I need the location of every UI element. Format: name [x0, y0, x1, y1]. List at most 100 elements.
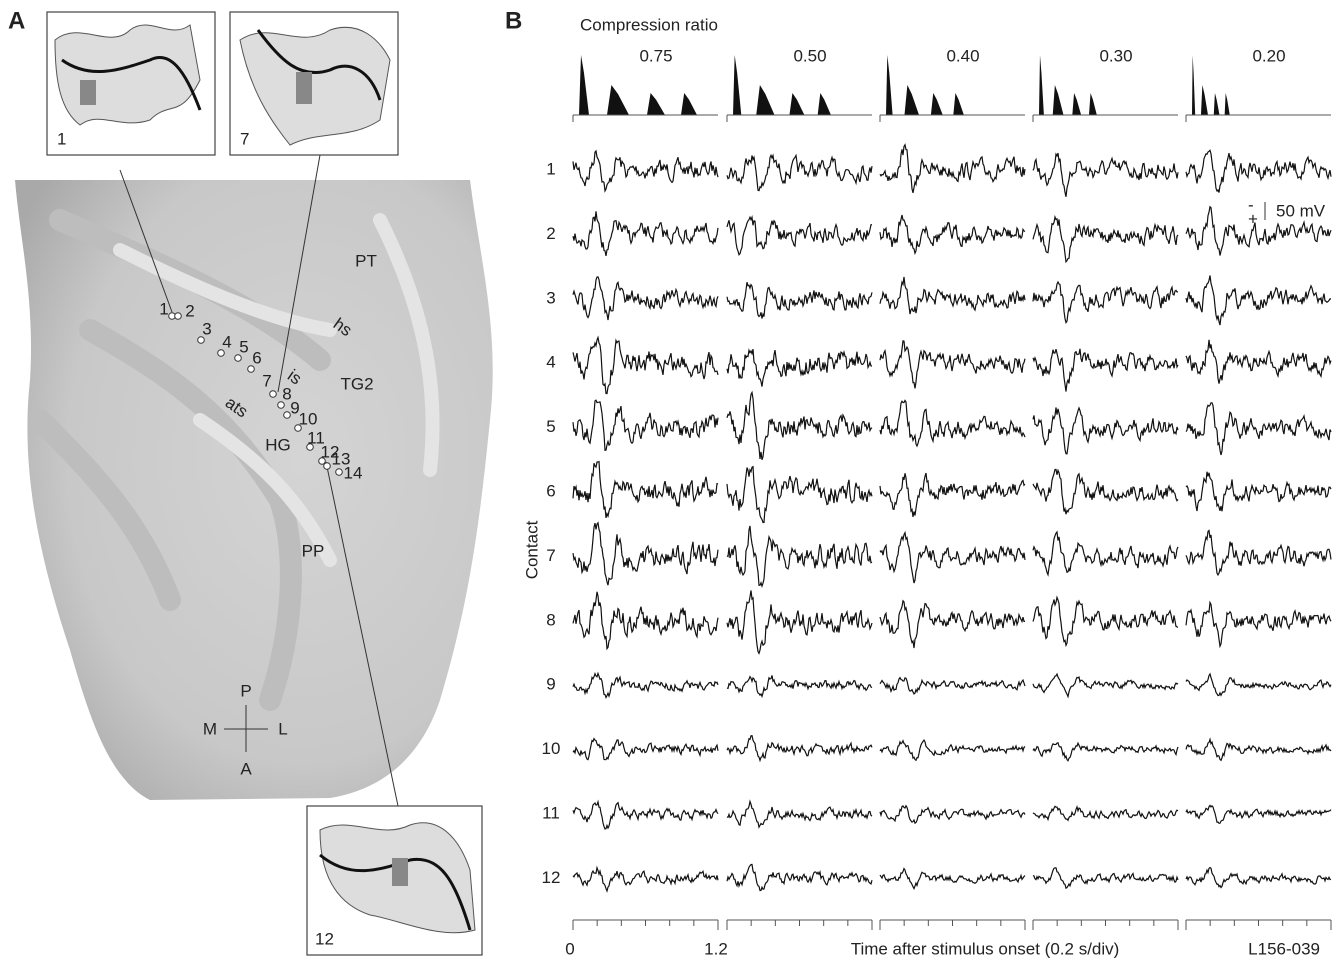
contact-label: 11 [307, 428, 325, 447]
waveform [879, 867, 1026, 891]
waveform [572, 521, 719, 586]
waveform [726, 675, 873, 699]
contact-label: 2 [185, 301, 194, 320]
orientation-label: A [240, 759, 252, 778]
waveform [1032, 214, 1179, 264]
region-label: PT [355, 251, 377, 270]
waveform [1185, 149, 1332, 193]
waveform [572, 399, 719, 452]
waveform [1032, 595, 1179, 648]
waveform [1185, 866, 1332, 889]
waveform [572, 460, 719, 519]
contact-marker [294, 424, 302, 432]
contact-label: 6 [252, 348, 261, 367]
brain-surface [15, 180, 493, 800]
waveform [1032, 468, 1179, 515]
waveform [572, 149, 719, 193]
contact-marker [323, 462, 331, 470]
gyrus [113, 213, 440, 567]
contact-marker [318, 457, 326, 465]
panel-label: A [8, 7, 25, 34]
contact-label: 8 [546, 610, 555, 629]
contact-marker [269, 390, 277, 398]
waveform [1032, 530, 1179, 577]
contact-label: 10 [299, 409, 318, 428]
orientation-label: L [278, 719, 287, 738]
compression-title: Compression ratio [580, 15, 718, 34]
contact-label: 9 [290, 398, 299, 417]
contact-label: 7 [546, 546, 555, 565]
waveform [572, 335, 719, 395]
waveform [572, 211, 719, 257]
x-axis-title: Time after stimulus onset (0.2 s/div) [851, 939, 1120, 958]
waveform [726, 282, 873, 319]
waveform [1032, 280, 1178, 325]
ratio-label: 0.75 [639, 46, 672, 65]
inset-label: 1 [57, 129, 66, 148]
waveform [1185, 205, 1332, 256]
waveform [1185, 804, 1332, 824]
ratio-label: 0.30 [1099, 46, 1132, 65]
x-start-label: 0 [565, 939, 574, 958]
scale-sign: - [1248, 195, 1254, 214]
contact-label: 4 [222, 332, 231, 351]
contact-marker [277, 401, 285, 409]
waveform [1032, 672, 1179, 699]
contact-label: 7 [262, 371, 271, 390]
x-end-label: 1.2 [704, 939, 728, 958]
contact-label: 9 [546, 675, 555, 694]
contact-label: 11 [542, 803, 560, 822]
waveform [879, 399, 1026, 448]
scale-label: 50 mV [1276, 201, 1326, 220]
waveform [1185, 471, 1332, 512]
contact-label: 1 [159, 299, 168, 318]
waveform [726, 863, 873, 892]
inset: 7 [229, 11, 399, 156]
ratio-label: 0.20 [1252, 46, 1285, 65]
leader-line [277, 154, 321, 393]
contact-marker [174, 312, 182, 320]
waveform [1185, 600, 1332, 649]
waveform [726, 465, 873, 524]
waveform [879, 276, 1026, 315]
waveform [879, 340, 1026, 389]
waveform [879, 738, 1026, 762]
contact-marker [234, 354, 242, 362]
waveform [726, 525, 873, 589]
waveform [726, 214, 872, 256]
stimulus-envelope [573, 55, 697, 115]
ratio-label: 0.50 [793, 46, 826, 65]
waveform [1185, 402, 1332, 456]
contact-label: 14 [344, 463, 363, 482]
y-axis-title: Contact [522, 520, 541, 579]
waveform [572, 276, 719, 321]
contact-label: 2 [546, 224, 555, 243]
waveform [726, 590, 873, 655]
inset: 12 [306, 805, 483, 956]
leader-line [119, 169, 173, 313]
waveform [726, 735, 873, 763]
waveform [1032, 867, 1179, 890]
contact-label: 12 [542, 868, 561, 887]
contact-label: 3 [202, 319, 211, 338]
waveform [1185, 737, 1332, 762]
waveform [879, 676, 1026, 695]
waveform [572, 671, 719, 700]
region-label: TG2 [340, 374, 373, 393]
scale-sign: + [1248, 209, 1258, 228]
region-label: HG [265, 435, 291, 454]
waveform [879, 530, 1026, 584]
contact-label: 8 [282, 384, 291, 403]
contact-label: 10 [542, 739, 561, 758]
waveform [1032, 406, 1179, 455]
contact-marker [247, 365, 255, 373]
waveform [1185, 275, 1331, 326]
orientation-label: M [203, 719, 217, 738]
waveform [726, 153, 873, 192]
waveform [572, 591, 719, 651]
stimulus-envelope [727, 55, 831, 115]
inset-label: 12 [315, 929, 334, 948]
stimulus-envelope [1186, 55, 1230, 115]
waveform [1185, 339, 1332, 384]
